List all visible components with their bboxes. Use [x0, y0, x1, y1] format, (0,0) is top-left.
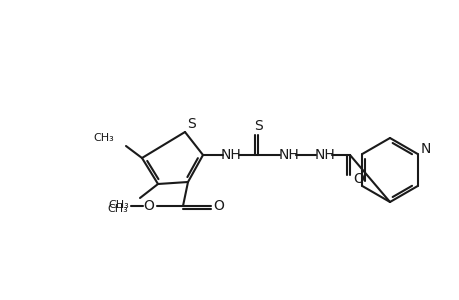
- Text: NH: NH: [278, 148, 299, 162]
- Text: CH₃: CH₃: [108, 200, 129, 210]
- Text: NH: NH: [220, 148, 241, 162]
- Text: O: O: [213, 199, 224, 213]
- Text: CH₃: CH₃: [93, 133, 114, 143]
- Text: S: S: [187, 117, 196, 131]
- Text: CH₃: CH₃: [107, 204, 128, 214]
- Text: O: O: [353, 172, 364, 186]
- Text: NH: NH: [314, 148, 335, 162]
- Text: N: N: [420, 142, 430, 156]
- Text: S: S: [254, 119, 263, 133]
- Text: O: O: [143, 199, 154, 213]
